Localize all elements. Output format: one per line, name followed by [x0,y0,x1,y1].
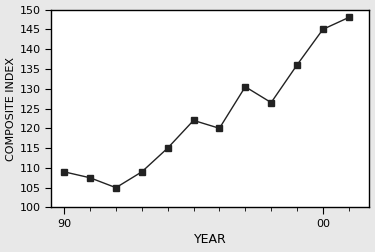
X-axis label: YEAR: YEAR [194,233,227,246]
Y-axis label: COMPOSITE INDEX: COMPOSITE INDEX [6,56,15,161]
